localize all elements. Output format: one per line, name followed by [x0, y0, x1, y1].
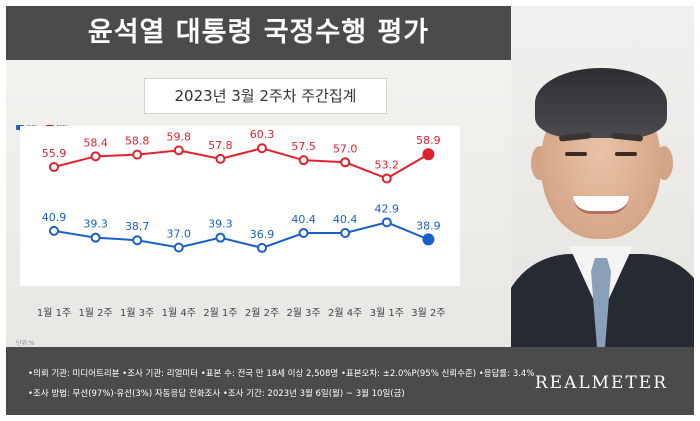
- chart-subtitle: 2023년 3월 2주차 주간집계: [144, 78, 387, 114]
- data-point-1-7: [340, 228, 351, 238]
- data-point-0-5: [257, 143, 267, 154]
- data-point-0-7: [340, 157, 351, 168]
- x-tick-label-5: 2월 2주: [244, 308, 280, 319]
- footer-survey-info-2: •조사 방법: 무선(97%)·유선(3%) 자동응답 전화조사 •조사 기간:…: [28, 389, 405, 399]
- data-label-0-0: 55.9: [42, 147, 67, 160]
- data-point-0-2: [132, 149, 143, 160]
- chart-legend: 긍정 부정: [16, 115, 71, 132]
- x-tick-label-8: 3월 1주: [369, 308, 404, 319]
- x-tick-label-1: 1월 2주: [78, 308, 113, 319]
- portrait-eye-left: [565, 152, 587, 156]
- x-tick-label-9: 3월 2주: [411, 308, 446, 319]
- data-label-1-8: 42.9: [375, 202, 400, 215]
- data-point-1-0: [49, 225, 59, 236]
- data-point-0-8: [381, 173, 392, 184]
- data-label-0-5: 60.3: [250, 128, 275, 141]
- data-label-0-9: 58.9: [416, 134, 441, 147]
- page-title: 윤석열 대통령 국정수행 평가: [87, 17, 430, 48]
- plot-area: 55.9 58.4 58.8 59.8 57.8 60.3 57.5 57.0 53.2 58.9…: [20, 126, 460, 286]
- data-label-1-0: 40.9: [42, 211, 67, 224]
- data-label-1-1: 39.3: [83, 218, 108, 231]
- data-point-1-4: [215, 232, 226, 243]
- data-label-1-6: 40.4: [291, 213, 316, 226]
- data-point-0-9: [422, 148, 435, 161]
- portrait-smile: [573, 196, 629, 214]
- x-tick-label-7: 2월 4주: [328, 308, 363, 319]
- data-point-1-3: [173, 242, 184, 253]
- data-label-1-3: 37.0: [167, 227, 192, 240]
- data-label-0-6: 57.5: [291, 140, 316, 153]
- portrait-hair: [535, 68, 667, 138]
- x-tick-label-2: 1월 3주: [120, 308, 155, 319]
- data-label-1-2: 38.7: [125, 220, 150, 233]
- data-label-0-7: 57.0: [333, 142, 358, 155]
- chart-panel: 2023년 3월 2주차 주간집계 긍정 부정 55.9 58.4 58.8 59.8…: [6, 60, 526, 347]
- data-point-1-8: [381, 217, 392, 228]
- realmeter-logo: REALMETER: [534, 373, 668, 393]
- footer-survey-info-1: •의뢰 기관: 미디어트리뷴 •조사 기관: 리얼미터 •표본 수: 전국 만 …: [28, 369, 535, 379]
- data-label-0-4: 57.8: [208, 139, 233, 152]
- data-point-1-1: [90, 232, 101, 243]
- data-point-0-6: [298, 155, 309, 166]
- president-portrait: [511, 6, 694, 347]
- data-point-1-9: [422, 233, 435, 246]
- data-point-0-1: [90, 151, 101, 162]
- x-axis-labels: 1월 1주 1월 2주 1월 3주 1월 4주 2월 1주 2월 2주 2월 3주 2월 4주…: [20, 304, 460, 320]
- data-label-1-4: 39.3: [208, 218, 233, 231]
- data-label-0-2: 58.8: [125, 135, 150, 148]
- data-point-1-5: [257, 242, 267, 253]
- data-label-0-3: 59.8: [167, 130, 192, 143]
- portrait-tie: [591, 258, 611, 347]
- data-label-1-9: 38.9: [416, 219, 441, 232]
- x-tick-label-4: 2월 1주: [203, 308, 238, 319]
- survey-footer: •의뢰 기관: 미디어트리뷴 •조사 기관: 리얼미터 •표본 수: 전국 만 …: [6, 347, 694, 415]
- infographic-frame: 윤석열 대통령 국정수행 평가 2023년 3월 2주차 주간집계 긍정 부정 …: [6, 6, 694, 415]
- series-line-0: [53, 147, 429, 180]
- data-point-1-2: [132, 235, 143, 246]
- x-tick-label-6: 2월 3주: [286, 308, 321, 319]
- x-tick-label-0: 1월 1주: [36, 308, 72, 319]
- portrait-eye-right: [615, 152, 637, 156]
- data-label-1-5: 36.9: [250, 228, 275, 241]
- line-chart: 55.9 58.4 58.8 59.8 57.8 60.3 57.5 57.0 53.2 58.9…: [42, 128, 441, 253]
- series-line-1: [53, 221, 429, 249]
- unit-label: 단위:%: [16, 340, 35, 347]
- data-label-0-8: 53.2: [375, 158, 400, 171]
- data-point-1-6: [298, 228, 309, 238]
- data-label-1-7: 40.4: [333, 213, 358, 226]
- data-point-0-3: [173, 145, 184, 156]
- title-bar: 윤석열 대통령 국정수행 평가: [6, 6, 511, 60]
- data-point-0-4: [215, 153, 226, 164]
- data-point-0-0: [49, 161, 59, 172]
- data-label-0-1: 58.4: [83, 136, 108, 149]
- x-tick-label-3: 1월 4주: [161, 308, 196, 319]
